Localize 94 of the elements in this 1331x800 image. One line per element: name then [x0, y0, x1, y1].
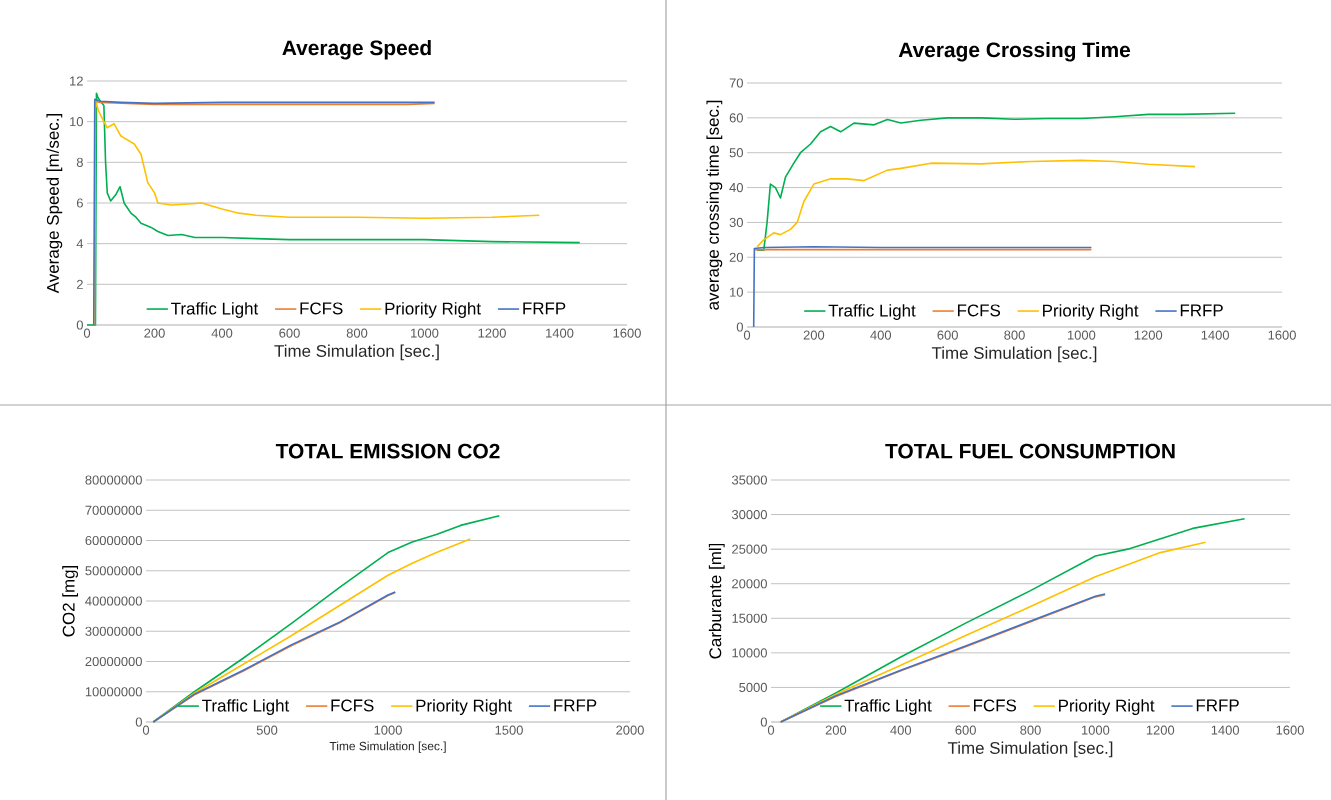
- y-tick-label: 20000: [732, 579, 767, 589]
- x-tick-label: 2000: [616, 725, 644, 735]
- x-tick-label: 800: [346, 328, 368, 338]
- legend-label: Priority Right: [385, 302, 481, 318]
- legend-label: Traffic Light: [828, 304, 916, 320]
- x-tick-label: 600: [279, 328, 300, 338]
- legend-label: Priority Right: [1043, 304, 1139, 320]
- legend-label: FCFS: [973, 699, 1017, 712]
- y-tick-label: 30000: [731, 509, 767, 520]
- y-tick-label: 30000000: [85, 626, 142, 636]
- y-tick-label: 10: [70, 117, 83, 127]
- x-axis-title: Time Simulation [sec.]: [947, 741, 1113, 758]
- x-axis-title: Time Simulation [sec.]: [274, 344, 439, 361]
- y-tick-label: 50000000: [85, 566, 142, 576]
- line-series: [756, 159, 1196, 248]
- x-tick-label: 1000: [1067, 330, 1096, 340]
- x-tick-label: 200: [144, 328, 165, 338]
- x-tick-label: 1200: [1134, 330, 1163, 340]
- line-series: [152, 591, 397, 723]
- x-tick-label: 800: [1020, 725, 1041, 735]
- chart-title: TOTAL EMISSION CO2: [275, 443, 500, 459]
- x-tick-label: 400: [890, 725, 912, 735]
- x-tick-label: 1400: [1211, 725, 1240, 735]
- legend-label: Traffic Light: [844, 699, 932, 715]
- y-tick-label: 10: [730, 287, 743, 297]
- y-tick-label: 20000000: [85, 656, 142, 667]
- x-tick-label: 600: [955, 725, 976, 735]
- x-axis-title: Time Simulation [sec.]: [931, 346, 1097, 363]
- x-tick-label: 1400: [546, 328, 574, 338]
- y-tick-label: 35000: [731, 475, 767, 485]
- y-tick-label: 30: [729, 217, 743, 228]
- y-tick-label: 0: [76, 320, 83, 330]
- x-tick-label: 200: [803, 330, 825, 340]
- y-tick-label: 5000: [739, 682, 767, 693]
- x-tick-label: 1600: [613, 328, 641, 338]
- line-series: [752, 246, 1093, 328]
- x-tick-label: 600: [937, 330, 958, 340]
- chart-title: Average Crossing Time: [898, 41, 1131, 62]
- x-tick-label: 500: [256, 725, 278, 735]
- legend-label: FRFP: [1196, 699, 1239, 712]
- y-tick-label: 2: [76, 279, 83, 289]
- y-tick-label: 4: [76, 239, 84, 249]
- legend-label: FCFS: [300, 302, 343, 315]
- y-axis-title: Carburante [ml]: [708, 543, 725, 659]
- legend-label: Traffic Light: [202, 699, 290, 715]
- x-tick-label: 1400: [1201, 330, 1230, 340]
- legend-label: FRFP: [1180, 304, 1223, 317]
- y-tick-label: 40000000: [85, 596, 142, 606]
- legend-label: Traffic Light: [171, 302, 259, 318]
- x-tick-label: 1000: [374, 725, 402, 735]
- chart-title: Average Speed: [282, 39, 431, 60]
- y-tick-label: 60: [729, 113, 743, 123]
- x-tick-label: 1500: [495, 725, 523, 735]
- y-tick-label: 50: [729, 148, 743, 158]
- y-tick-label: 15000: [732, 613, 767, 623]
- y-tick-label: 8: [76, 157, 83, 167]
- x-tick-label: 1200: [1146, 725, 1175, 735]
- y-tick-label: 10000: [732, 648, 767, 658]
- x-axis-title: Time Simulation [sec.]: [329, 741, 446, 753]
- y-tick-label: 12: [70, 76, 83, 86]
- x-tick-label: 1600: [1268, 330, 1296, 340]
- y-tick-label: 6: [76, 198, 83, 208]
- x-tick-label: 1000: [1081, 725, 1110, 735]
- legend-label: FCFS: [957, 304, 1001, 317]
- y-tick-label: 0: [135, 717, 142, 727]
- y-axis-title: Average Speed [m/sec.]: [46, 114, 63, 294]
- x-tick-label: 0: [142, 725, 150, 735]
- legend-label: FCFS: [331, 699, 374, 712]
- x-tick-label: 1000: [411, 328, 439, 338]
- y-tick-label: 70: [729, 78, 743, 88]
- x-tick-label: 0: [767, 725, 775, 735]
- line-series: [756, 112, 1236, 252]
- y-tick-label: 70000000: [85, 505, 142, 515]
- legend-label: FRFP: [554, 699, 597, 712]
- legend-label: Priority Right: [416, 699, 512, 715]
- x-tick-label: 1600: [1276, 725, 1304, 735]
- y-tick-label: 10000000: [85, 687, 142, 697]
- y-axis-title: CO2 [mg]: [62, 565, 79, 637]
- legend-label: FRFP: [523, 302, 566, 315]
- y-tick-label: 20: [729, 252, 743, 262]
- y-tick-label: 0: [760, 717, 767, 727]
- y-tick-label: 25000: [732, 544, 767, 554]
- y-tick-label: 60000000: [85, 535, 142, 546]
- legend-label: Priority Right: [1059, 699, 1155, 715]
- line-series: [152, 538, 472, 723]
- x-tick-label: 200: [825, 725, 847, 735]
- x-tick-label: 800: [1004, 330, 1025, 340]
- y-tick-label: 40: [729, 182, 743, 193]
- y-tick-label: 80000000: [85, 475, 142, 485]
- chart-title: TOTAL FUEL CONSUMPTION: [885, 443, 1175, 459]
- x-tick-label: 400: [211, 328, 233, 338]
- y-axis-title: average crossing time [sec.]: [706, 100, 723, 310]
- x-tick-label: 400: [870, 330, 892, 340]
- x-tick-label: 1200: [478, 328, 506, 338]
